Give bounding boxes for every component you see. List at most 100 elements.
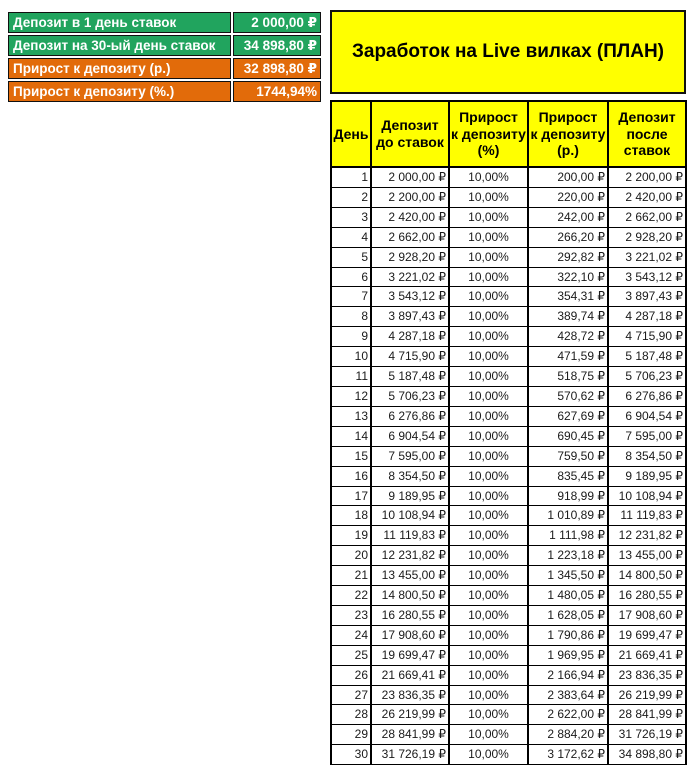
growth-rub-cell: 322,10 ₽: [527, 266, 609, 288]
day-cell: 24: [330, 624, 372, 646]
growth-pct-cell: 10,00%: [448, 604, 529, 626]
growth-rub-cell: 835,45 ₽: [527, 465, 609, 487]
table-row: 20 12 231,82 ₽10,00% 1 223,18 ₽13 455,00 ₽: [330, 545, 687, 567]
deposit-before-cell: 21 669,41 ₽: [370, 664, 450, 686]
table-row: 17 9 189,95 ₽10,00% 918,99 ₽10 108,94 ₽: [330, 485, 687, 507]
header-day: День: [330, 100, 372, 168]
table-row: 21 13 455,00 ₽10,00% 1 345,50 ₽14 800,50 ₽: [330, 565, 687, 587]
day-cell: 9: [330, 326, 372, 348]
deposit-after-cell: 23 836,35 ₽: [607, 664, 687, 686]
deposit-before-cell: 19 699,47 ₽: [370, 644, 450, 666]
deposit-before-cell: 13 455,00 ₽: [370, 565, 450, 587]
growth-rub-cell: 1 010,89 ₽: [527, 505, 609, 527]
deposit-before-cell: 10 108,94 ₽: [370, 505, 450, 527]
day-cell: 5: [330, 246, 372, 268]
deposit-before-cell: 23 836,35 ₽: [370, 684, 450, 706]
deposit-after-cell: 10 108,94 ₽: [607, 485, 687, 507]
deposit-before-cell: 3 221,02 ₽: [370, 266, 450, 288]
deposit-after-cell: 16 280,55 ₽: [607, 585, 687, 606]
deposit-after-cell: 31 726,19 ₽: [607, 724, 687, 746]
table-row: 23 16 280,55 ₽10,00% 1 628,05 ₽17 908,60 ₽: [330, 604, 687, 626]
growth-rub-cell: 200,00 ₽: [527, 166, 609, 188]
day-cell: 16: [330, 465, 372, 487]
deposit-after-cell: 3 221,02 ₽: [607, 246, 687, 268]
table-row: 25 19 699,47 ₽10,00% 1 969,95 ₽21 669,41 ₽: [330, 644, 687, 666]
growth-pct-cell: 10,00%: [448, 545, 529, 567]
deposit-after-cell: 6 276,86 ₽: [607, 385, 687, 407]
deposit-after-cell: 4 715,90 ₽: [607, 326, 687, 348]
deposit-before-cell: 2 662,00 ₽: [370, 226, 450, 248]
day-cell: 19: [330, 525, 372, 547]
summary-label: Депозит на 30-ый день ставок: [8, 35, 231, 56]
growth-rub-cell: 1 628,05 ₽: [527, 604, 609, 626]
deposit-before-cell: 6 904,54 ₽: [370, 425, 450, 447]
growth-pct-cell: 10,00%: [448, 385, 529, 407]
deposit-after-cell: 28 841,99 ₽: [607, 704, 687, 726]
day-cell: 12: [330, 385, 372, 407]
deposit-after-cell: 5 187,48 ₽: [607, 346, 687, 368]
table-row: 13 6 276,86 ₽10,00% 627,69 ₽6 904,54 ₽: [330, 405, 687, 427]
growth-pct-cell: 10,00%: [448, 226, 529, 248]
deposit-before-cell: 12 231,82 ₽: [370, 545, 450, 567]
day-cell: 11: [330, 366, 372, 387]
growth-pct-cell: 10,00%: [448, 585, 529, 606]
growth-rub-cell: 354,31 ₽: [527, 286, 609, 308]
growth-pct-cell: 10,00%: [448, 306, 529, 328]
summary-row-growth-rub: Прирост к депозиту (р.) 32 898,80 ₽: [8, 58, 321, 79]
deposit-before-cell: 2 420,00 ₽: [370, 206, 450, 228]
growth-pct-cell: 10,00%: [448, 684, 529, 706]
day-cell: 26: [330, 664, 372, 686]
table-row: 28 26 219,99 ₽10,00% 2 622,00 ₽28 841,99 ₽: [330, 704, 687, 726]
table-row: 18 10 108,94 ₽10,00% 1 010,89 ₽11 119,83 ₽: [330, 505, 687, 527]
day-cell: 15: [330, 445, 372, 467]
deposit-after-cell: 19 699,47 ₽: [607, 624, 687, 646]
deposit-before-cell: 17 908,60 ₽: [370, 624, 450, 646]
growth-pct-cell: 10,00%: [448, 266, 529, 288]
deposit-after-cell: 6 904,54 ₽: [607, 405, 687, 427]
day-cell: 18: [330, 505, 372, 527]
growth-pct-cell: 10,00%: [448, 405, 529, 427]
growth-pct-cell: 10,00%: [448, 525, 529, 547]
deposit-before-cell: 16 280,55 ₽: [370, 604, 450, 626]
deposit-before-cell: 28 841,99 ₽: [370, 724, 450, 746]
growth-rub-cell: 570,62 ₽: [527, 385, 609, 407]
table-row: 24 17 908,60 ₽10,00% 1 790,86 ₽19 699,47 ₽: [330, 624, 687, 646]
growth-rub-cell: 2 166,94 ₽: [527, 664, 609, 686]
growth-rub-cell: 3 172,62 ₽: [527, 744, 609, 766]
growth-pct-cell: 10,00%: [448, 565, 529, 587]
deposit-before-cell: 7 595,00 ₽: [370, 445, 450, 467]
growth-rub-cell: 2 622,00 ₽: [527, 704, 609, 726]
header-deposit-after: Депозит после ставок: [607, 100, 687, 168]
growth-rub-cell: 518,75 ₽: [527, 366, 609, 387]
day-cell: 13: [330, 405, 372, 427]
deposit-after-cell: 17 908,60 ₽: [607, 604, 687, 626]
growth-rub-cell: 2 884,20 ₽: [527, 724, 609, 746]
growth-rub-cell: 428,72 ₽: [527, 326, 609, 348]
table-row: 26 21 669,41 ₽10,00% 2 166,94 ₽23 836,35 ₽: [330, 664, 687, 686]
deposit-after-cell: 5 706,23 ₽: [607, 366, 687, 387]
deposit-before-cell: 14 800,50 ₽: [370, 585, 450, 606]
deposit-after-cell: 3 543,12 ₽: [607, 266, 687, 288]
growth-pct-cell: 10,00%: [448, 445, 529, 467]
summary-row-deposit-day30: Депозит на 30-ый день ставок 34 898,80 ₽: [8, 35, 321, 56]
deposit-after-cell: 9 189,95 ₽: [607, 465, 687, 487]
summary-label: Прирост к депозиту (%.): [8, 81, 231, 102]
growth-rub-cell: 292,82 ₽: [527, 246, 609, 268]
growth-pct-cell: 10,00%: [448, 644, 529, 666]
deposit-before-cell: 6 276,86 ₽: [370, 405, 450, 427]
growth-pct-cell: 10,00%: [448, 724, 529, 746]
deposit-before-cell: 31 726,19 ₽: [370, 744, 450, 766]
growth-pct-cell: 10,00%: [448, 326, 529, 348]
growth-rub-cell: 1 345,50 ₽: [527, 565, 609, 587]
growth-rub-cell: 918,99 ₽: [527, 485, 609, 507]
deposit-summary-table: Депозит в 1 день ставок 2 000,00 ₽ Депоз…: [8, 12, 321, 104]
growth-pct-cell: 10,00%: [448, 744, 529, 766]
deposit-before-cell: 2 928,20 ₽: [370, 246, 450, 268]
